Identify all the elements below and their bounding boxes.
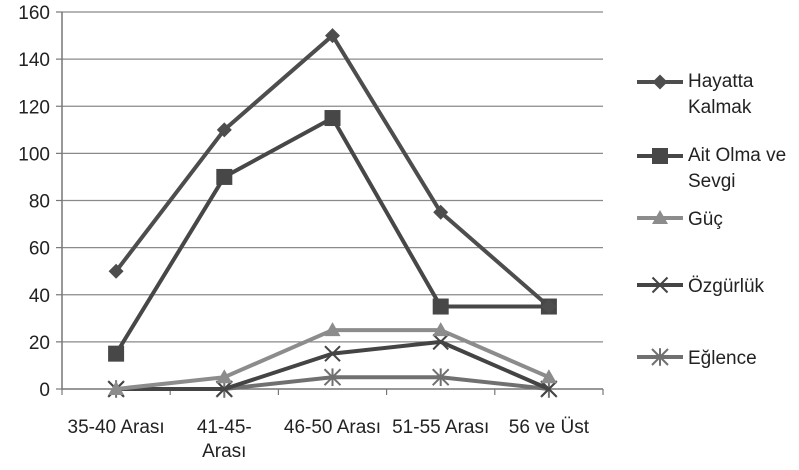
series-markers bbox=[107, 28, 558, 398]
y-tick-label: 140 bbox=[18, 50, 50, 71]
legend-label-line: Hayatta bbox=[688, 71, 754, 92]
data-point-1-0 bbox=[108, 345, 125, 362]
x-tick-label-line: 41-45- bbox=[197, 417, 252, 438]
legend-label-line: Sevgi bbox=[688, 171, 736, 192]
x-tick-label-line: 56 ve Üst bbox=[509, 417, 590, 438]
legend-label-line: Ait Olma ve bbox=[688, 145, 786, 166]
data-point-0-2 bbox=[325, 28, 340, 44]
data-point-2-1 bbox=[216, 369, 233, 384]
y-tick-label: 20 bbox=[29, 333, 50, 354]
data-point-1-1 bbox=[216, 168, 233, 185]
y-tick-label: 60 bbox=[29, 239, 50, 260]
data-point-2-0 bbox=[108, 381, 125, 395]
legend-marker bbox=[652, 74, 668, 90]
legend-item: Hayatta Kalmak bbox=[637, 71, 754, 118]
x-tick-label: 35-40 Arası bbox=[68, 417, 165, 438]
legend-label: Eğlence bbox=[688, 348, 757, 369]
legend-marker bbox=[652, 148, 668, 164]
legend-label-line: Özgürlük bbox=[688, 276, 765, 297]
legend-item: Ait Olma ve Sevgi bbox=[637, 145, 786, 192]
x-tick-label-line: 51-55 Arası bbox=[392, 417, 489, 438]
y-tick-label: 80 bbox=[29, 192, 50, 213]
x-tick-label: 46-50 Arası bbox=[284, 417, 381, 438]
y-tick-label: 0 bbox=[39, 380, 50, 401]
legend: Hayatta Kalmak Ait Olma ve Sevgi Güç Özgürlük… bbox=[637, 71, 786, 369]
data-point-2-2 bbox=[324, 322, 341, 337]
legend-label: Ait Olma ve Sevgi bbox=[688, 145, 786, 192]
x-tick-label: 56 ve Üst bbox=[509, 417, 590, 438]
x-tick-label: 41-45- Arası bbox=[197, 417, 252, 462]
data-point-4-2 bbox=[323, 368, 342, 387]
legend-marker bbox=[651, 348, 669, 366]
data-point-3-3 bbox=[432, 333, 449, 351]
legend-label-line: Güç bbox=[688, 209, 723, 230]
data-point-2-4 bbox=[540, 369, 557, 384]
y-tick-label: 120 bbox=[18, 97, 50, 118]
legend-marker bbox=[652, 210, 668, 224]
x-tick-label-line: Arası bbox=[202, 441, 246, 462]
axis-labels: 0 20 40 60 80 100 120 140 160 35-40 Arası 41-45- Ar… bbox=[18, 3, 589, 462]
data-point-0-1 bbox=[216, 122, 232, 138]
data-point-3-2 bbox=[324, 345, 341, 362]
x-tick-label: 51-55 Arası bbox=[392, 417, 489, 438]
data-point-2-3 bbox=[432, 322, 449, 337]
data-point-4-3 bbox=[431, 368, 450, 387]
data-point-0-0 bbox=[108, 263, 124, 279]
x-tick-label-line: 46-50 Arası bbox=[284, 417, 381, 438]
data-point-0-4 bbox=[541, 299, 557, 315]
legend-item: Eğlence bbox=[637, 348, 757, 369]
data-point-0-3 bbox=[433, 204, 449, 220]
legend-item: Güç bbox=[637, 209, 723, 230]
series-line-0 bbox=[114, 33, 551, 309]
y-tick-label: 100 bbox=[18, 144, 50, 165]
data-point-1-2 bbox=[324, 110, 341, 127]
data-point-3-4 bbox=[540, 380, 558, 398]
legend-label-line: Eğlence bbox=[688, 348, 757, 369]
axes bbox=[56, 11, 604, 395]
legend-label: Özgürlük bbox=[688, 276, 765, 297]
legend-marker bbox=[651, 276, 669, 294]
data-point-1-3 bbox=[432, 298, 449, 315]
data-point-3-1 bbox=[216, 380, 233, 398]
y-tick-label: 160 bbox=[18, 3, 50, 24]
y-tick-label: 40 bbox=[29, 286, 50, 307]
legend-label-line: Kalmak bbox=[688, 97, 752, 118]
legend-label: Güç bbox=[688, 209, 723, 230]
legend-label: Hayatta Kalmak bbox=[688, 71, 754, 118]
legend-item: Özgürlük bbox=[637, 276, 765, 297]
x-tick-label-line: 35-40 Arası bbox=[68, 417, 165, 438]
grid-lines bbox=[62, 11, 603, 343]
